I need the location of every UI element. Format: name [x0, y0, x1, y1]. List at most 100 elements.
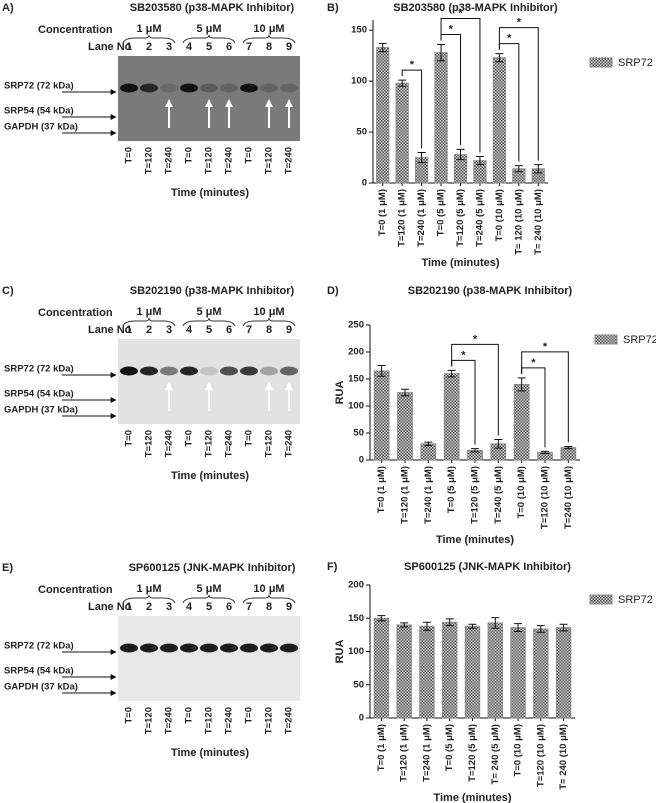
marker-label: SRP54 (54 kDa): [4, 106, 74, 117]
marker-label: SRP54 (54 kDa): [4, 389, 74, 400]
x-tick-label: T=120 (5 μM): [467, 724, 478, 782]
bracket: [242, 594, 296, 604]
lane-number: 2: [146, 601, 152, 613]
bracket: [122, 594, 176, 604]
lane-label: Lane No: [88, 324, 132, 336]
concentration-label: Concentration: [38, 584, 113, 596]
lane-number: 4: [186, 601, 193, 613]
bar: [373, 617, 390, 719]
concentration: 1 μM: [136, 583, 161, 595]
band: [200, 83, 218, 93]
bracket: [242, 34, 296, 44]
legend-label: SRP72: [618, 594, 653, 606]
error-bar: [495, 53, 504, 63]
y-tick-label: 0: [359, 713, 364, 724]
time-label: T=240: [224, 707, 235, 734]
x-tick-label: T=0 (5 μM): [436, 189, 447, 236]
y-axis-label: RUA: [334, 381, 346, 405]
lane-number: 4: [186, 324, 193, 336]
error-bar: [514, 165, 523, 173]
bar: [373, 370, 390, 461]
y-tick-label: 50: [353, 428, 364, 439]
band: [120, 366, 138, 376]
error-bar: [398, 79, 407, 87]
lane-number: 8: [266, 601, 272, 613]
x-tick-label: T=0 (10 μM): [516, 466, 527, 519]
blot: [118, 56, 300, 141]
time-label: T=240: [284, 147, 295, 174]
x-tick-label: T=120 (10 μM): [535, 724, 546, 787]
y-tick-label: 100: [348, 646, 364, 657]
panel-label: E): [2, 562, 13, 574]
error-bar: [424, 441, 433, 446]
band: [280, 366, 298, 376]
bar: [434, 52, 448, 184]
error-bar: [491, 617, 500, 629]
x-tick-label: T=240 (1 μM): [416, 189, 427, 247]
band: [260, 643, 278, 653]
lane-number: 2: [146, 324, 152, 336]
x-tick-label: T=120 (5 μM): [470, 466, 481, 524]
error-bar: [517, 377, 526, 392]
error-bar: [534, 164, 543, 174]
error-bar: [447, 369, 456, 378]
error-bar: [377, 615, 386, 622]
chart-title: SP600125 (JNK-MAPK Inhibitor): [404, 561, 571, 573]
x-axis-label: Time (minutes): [171, 470, 249, 482]
bracket: [182, 34, 236, 44]
lane-label: Lane No: [88, 41, 132, 53]
time-label: T=120: [264, 430, 275, 457]
band: [220, 643, 238, 653]
panel-label: F): [327, 561, 338, 573]
error-bar: [445, 618, 454, 627]
y-tick-label: 50: [356, 127, 367, 138]
error-bar: [536, 625, 545, 633]
bar: [510, 627, 526, 719]
time-label: T=0: [244, 430, 255, 447]
band: [120, 643, 138, 653]
lane-number: 2: [146, 41, 152, 53]
concentration-label: Concentration: [38, 24, 113, 36]
x-tick-label: T=120 (1 μM): [400, 466, 411, 524]
x-tick-label: T=240 (1 μM): [421, 724, 432, 782]
legend-label: SRP72: [618, 57, 653, 69]
x-tick-label: T=240 (1 μM): [423, 466, 434, 524]
y-tick-label: 100: [348, 401, 364, 412]
lane-number: 6: [226, 601, 232, 613]
bar: [442, 621, 458, 719]
concentration-label: Concentration: [38, 307, 113, 319]
time-label: T=0: [184, 430, 195, 447]
lane-number: 8: [266, 324, 272, 336]
error-bar: [377, 365, 386, 377]
lane-number: 3: [166, 601, 172, 613]
time-label: T=120: [204, 430, 215, 457]
error-bar: [541, 450, 549, 455]
time-label: T=0: [124, 707, 135, 724]
time-label: T=0: [124, 430, 135, 447]
time-label: T=0: [124, 147, 135, 164]
band: [140, 643, 158, 653]
x-tick-label: T=0 (1 μM): [377, 189, 388, 236]
x-tick-label: T= 240 (5 μM): [490, 724, 501, 784]
time-label: T=120: [204, 147, 215, 174]
lane-number: 5: [206, 324, 212, 336]
lane-number: 9: [286, 324, 292, 336]
bar: [492, 57, 507, 184]
time-label: T=0: [184, 707, 195, 724]
blot-title: SB203580 (p38-MAPK Inhibitor): [130, 2, 295, 14]
lane-label: Lane No: [88, 601, 132, 613]
band: [160, 643, 178, 653]
error-bar: [471, 448, 479, 453]
significance-label: *: [473, 333, 478, 345]
lane-number: 6: [226, 41, 232, 53]
error-bar: [468, 623, 477, 629]
concentration: 10 μM: [253, 306, 284, 318]
significance-bracket: [401, 69, 423, 149]
band: [200, 643, 218, 653]
bar: [419, 625, 435, 719]
panel-label: B): [327, 2, 339, 14]
significance-label: *: [461, 349, 466, 361]
y-tick-label: 150: [348, 374, 364, 385]
lane-number: 3: [166, 41, 172, 53]
bracket: [182, 317, 236, 327]
